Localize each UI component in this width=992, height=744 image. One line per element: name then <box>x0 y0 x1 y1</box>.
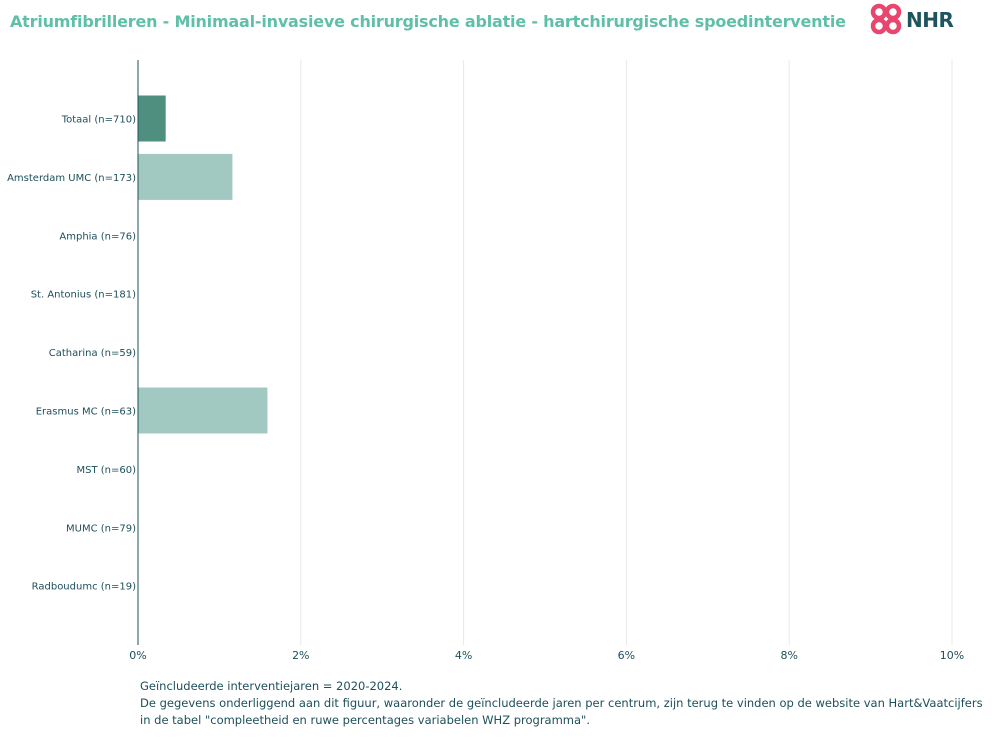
bar <box>138 95 166 142</box>
category-label: St. Antonius (n=181) <box>31 290 136 301</box>
bar <box>138 387 268 434</box>
bars <box>138 95 268 434</box>
bar-chart: Totaal (n=710) Amsterdam UMC (n=173) Amphi… <box>7 60 964 662</box>
x-tick-label: 8% <box>780 649 797 662</box>
category-labels: Totaal (n=710) Amsterdam UMC (n=173) Amphi… <box>7 115 136 593</box>
nhr-logo: NHR <box>868 2 958 36</box>
bar <box>138 153 233 200</box>
category-label: Radboudumc (n=19) <box>32 582 136 593</box>
category-label: Catharina (n=59) <box>49 348 136 359</box>
category-label: MST (n=60) <box>76 465 136 476</box>
category-label: Erasmus MC (n=63) <box>36 407 136 418</box>
footnote: Geïncludeerde interventiejaren = 2020-20… <box>140 678 985 729</box>
chart-title: Atriumfibrilleren - Minimaal-invasieve c… <box>10 12 846 31</box>
grid-lines <box>300 60 953 645</box>
footnote-line-2: De gegevens onderliggend aan dit figuur,… <box>140 696 983 710</box>
category-label: Amsterdam UMC (n=173) <box>7 173 136 184</box>
x-axis-ticks: 0% 2% 4% 6% 8% 10% <box>129 649 964 662</box>
nhr-heart-logo-icon <box>870 3 902 35</box>
x-tick-label: 4% <box>455 649 472 662</box>
x-tick-label: 2% <box>292 649 309 662</box>
footnote-line-1: Geïncludeerde interventiejaren = 2020-20… <box>140 679 403 693</box>
category-label: Totaal (n=710) <box>61 115 136 126</box>
footnote-line-3: in de tabel "compleetheid en ruwe percen… <box>140 713 591 727</box>
x-tick-label: 0% <box>129 649 146 662</box>
category-label: Amphia (n=76) <box>59 231 136 242</box>
x-tick-label: 6% <box>618 649 635 662</box>
x-tick-label: 10% <box>940 649 964 662</box>
logo-text: NHR <box>906 8 954 32</box>
category-label: MUMC (n=79) <box>66 523 136 534</box>
